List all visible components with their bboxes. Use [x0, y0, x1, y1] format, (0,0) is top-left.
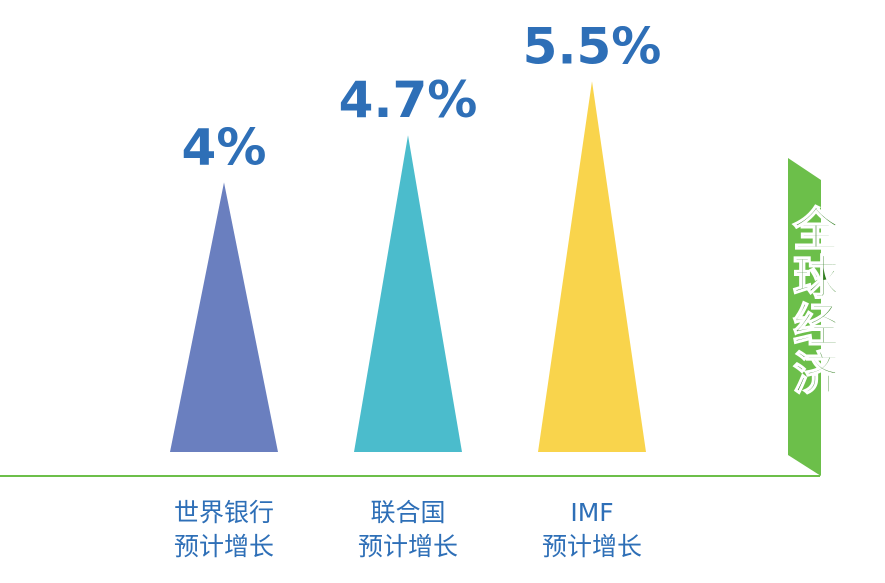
category-label: 联合国 预计增长	[357, 498, 458, 561]
value-label: 5.5%	[523, 17, 662, 75]
category-label: 世界银行 预计增长	[173, 498, 274, 561]
value-label: 4.7%	[339, 71, 478, 129]
triangle-bar	[354, 135, 462, 452]
side-banner	[788, 158, 821, 476]
side-label: 全球经济	[785, 204, 841, 398]
value-label: 4%	[182, 118, 267, 176]
triangle-bar	[170, 182, 278, 452]
triangle-bar	[538, 81, 646, 453]
category-label: IMF 预计增长	[541, 498, 642, 561]
